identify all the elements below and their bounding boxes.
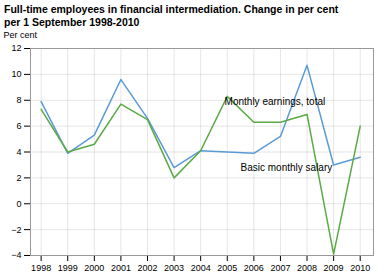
svg-text:0: 0 bbox=[16, 199, 21, 209]
svg-text:2004: 2004 bbox=[191, 263, 211, 273]
svg-text:8: 8 bbox=[16, 95, 21, 105]
html-text:Full-time employees in financi: Full-time employees in financial interme… bbox=[4, 3, 339, 15]
svg-text:2005: 2005 bbox=[217, 263, 237, 273]
svg-text:2002: 2002 bbox=[137, 263, 157, 273]
svg-text:1999: 1999 bbox=[58, 263, 78, 273]
svg-text:Monthly earnings, total: Monthly earnings, total bbox=[225, 97, 326, 108]
svg-text:2000: 2000 bbox=[84, 263, 104, 273]
svg-text:Per cent: Per cent bbox=[4, 30, 38, 40]
svg-text:Basic monthly salary: Basic monthly salary bbox=[241, 162, 333, 173]
svg-text:2007: 2007 bbox=[270, 263, 290, 273]
svg-text:2006: 2006 bbox=[244, 263, 264, 273]
svg-text:2010: 2010 bbox=[350, 263, 370, 273]
svg-text:4: 4 bbox=[16, 147, 21, 157]
svg-text:2009: 2009 bbox=[324, 263, 344, 273]
html-text:per 1 September 1998-2010: per 1 September 1998-2010 bbox=[4, 15, 140, 28]
svg-text:12: 12 bbox=[11, 44, 21, 54]
svg-text:1998: 1998 bbox=[31, 263, 51, 273]
svg-text:2008: 2008 bbox=[297, 263, 317, 273]
svg-text:−2: −2 bbox=[11, 225, 21, 235]
svg-text:2003: 2003 bbox=[164, 263, 184, 273]
svg-text:10: 10 bbox=[11, 69, 21, 79]
svg-text:2001: 2001 bbox=[111, 263, 131, 273]
svg-text:6: 6 bbox=[16, 121, 21, 131]
svg-text:−4: −4 bbox=[11, 251, 21, 261]
svg-text:2: 2 bbox=[16, 173, 21, 183]
